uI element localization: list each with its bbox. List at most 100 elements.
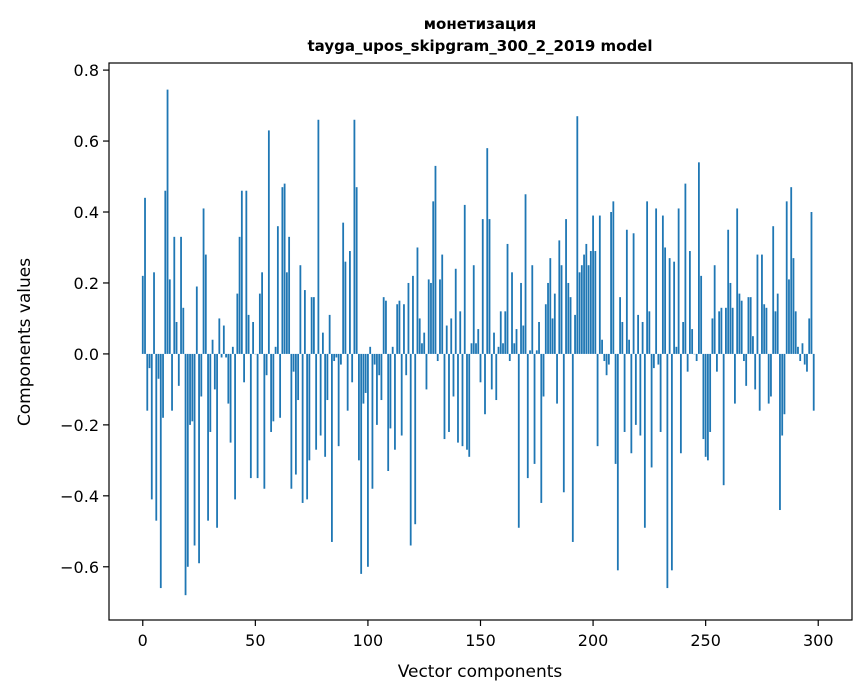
bar-component-166 [515,329,518,354]
bar-component-72 [303,290,306,354]
bar-component-206 [605,353,608,376]
bar-component-62 [281,187,284,354]
bar-component-185 [558,240,561,354]
bar-component-59 [274,346,277,354]
bar-component-171 [526,353,529,479]
y-tick-label: −0.2 [60,416,99,435]
bar-component-209 [612,201,615,354]
bar-component-189 [567,282,570,354]
bar-component-229 [657,353,660,365]
x-tick-label: 0 [138,631,148,650]
bar-component-15 [175,321,178,354]
bar-component-55 [265,353,268,376]
bar-component-261 [729,282,732,354]
bar-component-44 [240,190,243,354]
bar-component-273 [756,254,759,354]
bar-component-212 [619,297,621,354]
bar-component-219 [634,353,637,425]
x-tick-label: 150 [465,631,496,650]
bar-component-193 [576,116,579,354]
bar-component-251 [707,353,709,461]
bar-component-60 [276,226,279,354]
bar-component-97 [360,353,363,574]
bar-component-201 [594,251,597,354]
bar-component-96 [358,353,360,461]
bar-component-150 [479,353,482,383]
bar-component-295 [806,353,808,372]
bar-component-19 [184,353,187,596]
bar-component-210 [614,353,617,464]
bar-component-240 [682,321,685,354]
bar-component-93 [351,353,354,383]
bar-component-141 [459,311,462,354]
bar-component-107 [382,297,385,354]
y-tick-label: 0.0 [74,345,99,364]
bar-component-216 [628,339,630,354]
bar-component-162 [506,243,509,354]
bar-component-99 [364,353,367,393]
bar-component-165 [513,343,516,354]
bar-component-39 [229,353,232,443]
bar-component-258 [722,353,725,486]
bar-component-20 [186,353,189,567]
bar-component-4 [150,353,153,500]
bar-component-272 [754,353,757,390]
bar-component-283 [779,353,781,511]
bar-component-33 [216,353,218,528]
bar-component-118 [407,282,410,354]
bar-component-130 [434,165,437,354]
bar-component-54 [263,353,266,489]
bar-component-23 [193,353,196,546]
bar-component-275 [761,254,763,354]
bar-component-17 [180,236,182,354]
bar-component-126 [425,353,428,390]
x-tick-label: 50 [245,631,265,650]
bar-component-85 [333,353,336,362]
bar-component-260 [727,229,730,354]
bar-component-160 [502,343,504,354]
bar-component-237 [675,346,678,354]
bar-component-8 [159,353,162,589]
bar-component-143 [463,204,466,354]
bar-component-296 [808,318,811,354]
bar-component-208 [610,212,612,354]
bar-component-247 [698,162,700,354]
bar-component-38 [227,353,230,404]
bar-component-213 [621,321,624,354]
bar-component-226 [650,353,653,468]
bar-component-94 [353,119,356,354]
bar-component-289 [792,258,795,354]
bar-component-220 [637,314,640,354]
bar-component-147 [472,265,475,354]
bar-component-35 [220,353,223,358]
bar-component-149 [477,329,480,354]
bar-component-254 [713,265,716,354]
bar-component-111 [391,346,394,354]
bar-component-5 [153,272,155,354]
bar-component-67 [292,353,295,372]
bar-component-123 [418,318,421,354]
bar-component-58 [272,353,275,422]
bar-component-145 [468,353,471,457]
bar-component-192 [574,314,576,354]
bar-component-140 [457,353,459,443]
bar-component-45 [243,353,245,383]
bar-component-104 [376,353,378,425]
bar-component-83 [328,314,331,354]
bar-component-40 [231,346,234,354]
bar-component-46 [245,190,248,354]
bar-component-139 [454,268,457,354]
bar-component-30 [209,353,212,432]
bar-component-10 [164,190,167,354]
bar-component-117 [405,353,408,376]
bar-component-196 [583,254,585,354]
bar-component-31 [211,339,214,354]
bar-component-191 [571,353,574,542]
bar-component-73 [306,353,309,500]
bar-component-298 [812,353,815,411]
bar-component-197 [585,243,588,354]
bar-component-207 [607,353,610,365]
bar-component-36 [222,325,225,354]
bar-component-144 [466,353,468,450]
